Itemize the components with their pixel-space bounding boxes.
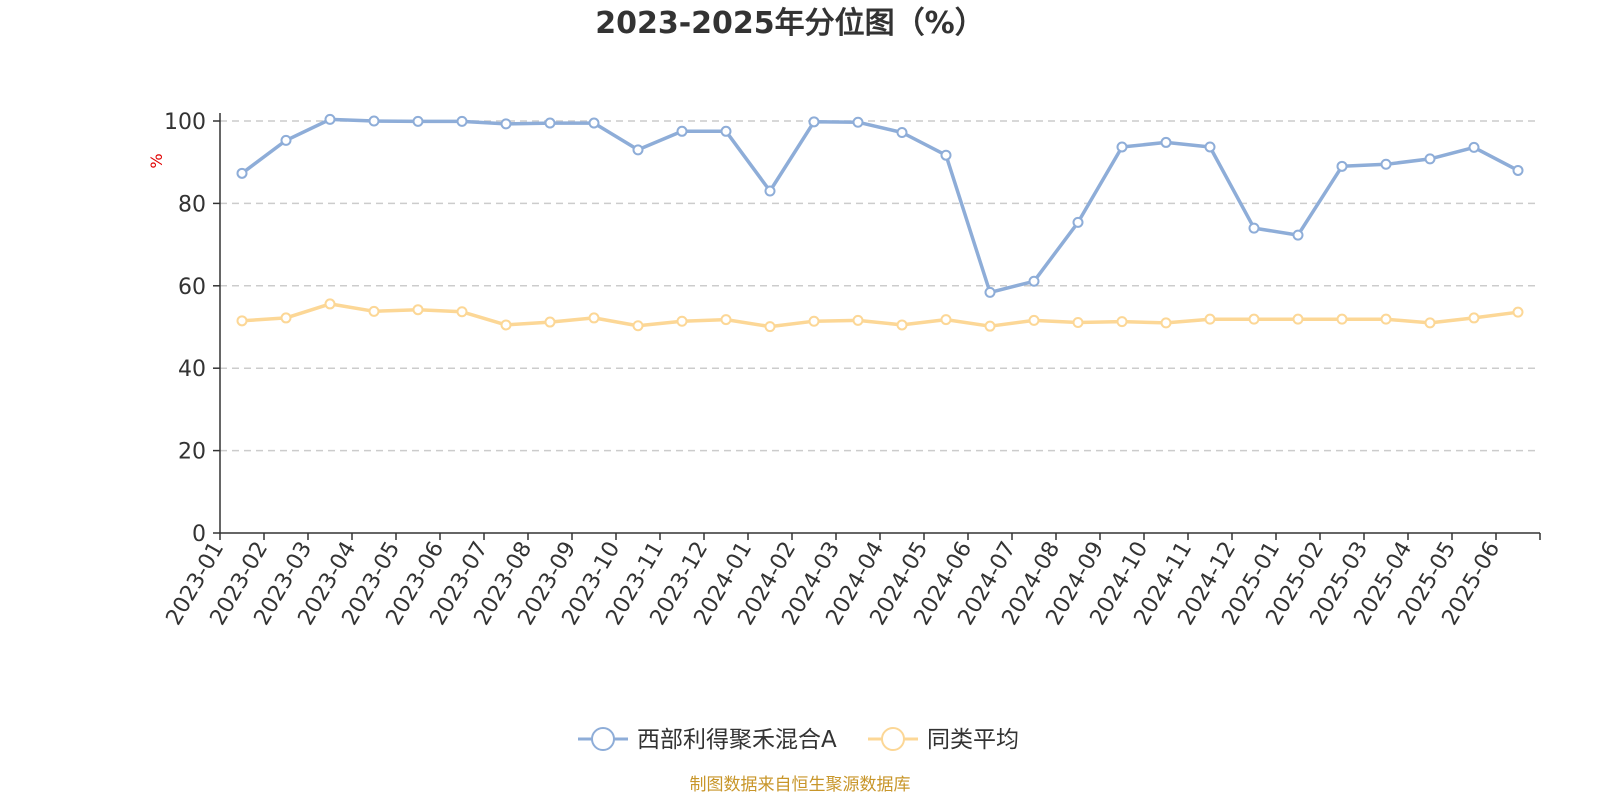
data-point-1-2023-08: [544, 316, 556, 328]
data-point-0-2023-04: [368, 115, 380, 127]
data-point-0-2024-05: [940, 149, 952, 161]
data-point-1-2025-03: [1380, 313, 1392, 325]
data-point-1-2025-02: [1336, 313, 1348, 325]
data-point-0-2024-01: [764, 185, 776, 197]
data-point-1-2024-05: [940, 314, 952, 326]
data-point-0-2024-03: [852, 116, 864, 128]
data-point-0-2023-06: [456, 115, 468, 127]
series-0: [236, 113, 1524, 298]
y-tick-label-60: 60: [178, 275, 206, 300]
chart-title: 2023-2025年分位图（%）: [595, 6, 985, 41]
y-axis-ticks: 0 20 40 60 80 100: [164, 110, 220, 547]
data-point-0-2024-08: [1072, 216, 1084, 228]
data-point-0-2025-06: [1512, 164, 1524, 176]
data-point-1-2024-11: [1204, 313, 1216, 325]
y-tick-label-80: 80: [178, 192, 206, 217]
data-point-0-2025-02: [1336, 160, 1348, 172]
data-point-1-2023-10: [632, 320, 644, 332]
data-point-0-2025-05: [1468, 141, 1480, 153]
data-point-1-2023-05: [412, 304, 424, 316]
y-tick-label-40: 40: [178, 357, 206, 382]
series-line-0: [240, 117, 1519, 295]
data-point-0-2024-06: [984, 286, 996, 298]
y-axis-label: %: [147, 153, 166, 168]
data-point-0-2023-12: [720, 125, 732, 137]
data-point-0-2023-08: [544, 117, 556, 129]
y-tick-label-100: 100: [164, 110, 206, 135]
data-point-1-2024-02: [808, 315, 820, 327]
data-point-1-2024-12: [1248, 313, 1260, 325]
legend-item-0: 西部利得聚禾混合A: [578, 727, 837, 753]
data-point-1-2023-11: [676, 315, 688, 327]
data-point-1-2024-07: [1028, 314, 1040, 326]
data-point-1-2023-04: [368, 305, 380, 317]
data-point-0-2024-04: [896, 127, 908, 139]
series-lines: [236, 113, 1524, 333]
data-point-1-2023-02: [280, 312, 292, 324]
legend-marker-0: [591, 727, 615, 751]
data-point-0-2025-03: [1380, 158, 1392, 170]
data-point-1-2024-04: [896, 319, 908, 331]
data-point-1-2024-01: [764, 321, 776, 333]
legend-item-1: 同类平均: [868, 727, 1019, 753]
series-1: [236, 298, 1524, 333]
data-point-0-2024-11: [1204, 141, 1216, 153]
data-point-0-2023-10: [632, 144, 644, 156]
data-point-0-2023-01: [236, 167, 248, 179]
legend-label-0: 西部利得聚禾混合A: [637, 727, 837, 753]
data-point-1-2024-06: [984, 320, 996, 332]
series-line-1: [241, 302, 1519, 329]
data-point-1-2023-07: [500, 319, 512, 331]
data-point-1-2023-01: [236, 315, 248, 327]
data-point-1-2024-10: [1160, 317, 1172, 329]
data-point-1-2024-09: [1116, 316, 1128, 328]
data-point-1-2024-08: [1072, 316, 1084, 328]
data-point-0-2024-07: [1028, 275, 1040, 287]
data-point-0-2024-02: [808, 116, 820, 128]
data-point-0-2025-04: [1424, 153, 1436, 165]
data-point-0-2024-09: [1116, 141, 1128, 153]
data-point-0-2023-02: [280, 134, 292, 146]
data-point-1-2023-06: [456, 306, 468, 318]
y-tick-label-0: 0: [192, 522, 206, 547]
data-point-0-2023-05: [412, 115, 424, 127]
data-point-1-2025-01: [1292, 313, 1304, 325]
data-point-1-2024-03: [852, 314, 864, 326]
y-tick-label-20: 20: [178, 440, 206, 465]
legend-label-1: 同类平均: [927, 727, 1019, 753]
data-point-0-2023-11: [676, 125, 688, 137]
data-point-1-2025-06: [1512, 306, 1524, 318]
data-point-1-2023-03: [324, 298, 336, 310]
data-point-0-2023-03: [324, 113, 336, 125]
data-point-1-2025-05: [1468, 312, 1480, 324]
legend: 西部利得聚禾混合A 同类平均: [578, 727, 1019, 753]
data-point-0-2024-12: [1248, 222, 1260, 234]
data-point-0-2025-01: [1292, 229, 1304, 241]
source-note: 制图数据来自恒生聚源数据库: [690, 775, 911, 795]
data-point-1-2023-09: [588, 312, 600, 324]
data-point-0-2023-09: [588, 117, 600, 129]
x-axis-ticks: 2023-012023-022023-032023-042023-052023-…: [162, 533, 1541, 630]
data-point-0-2024-10: [1160, 136, 1172, 148]
legend-marker-1: [881, 727, 905, 751]
data-point-0-2023-07: [500, 118, 512, 130]
data-point-1-2023-12: [720, 314, 732, 326]
data-point-1-2025-04: [1424, 317, 1436, 329]
grid-lines: [220, 120, 1540, 452]
